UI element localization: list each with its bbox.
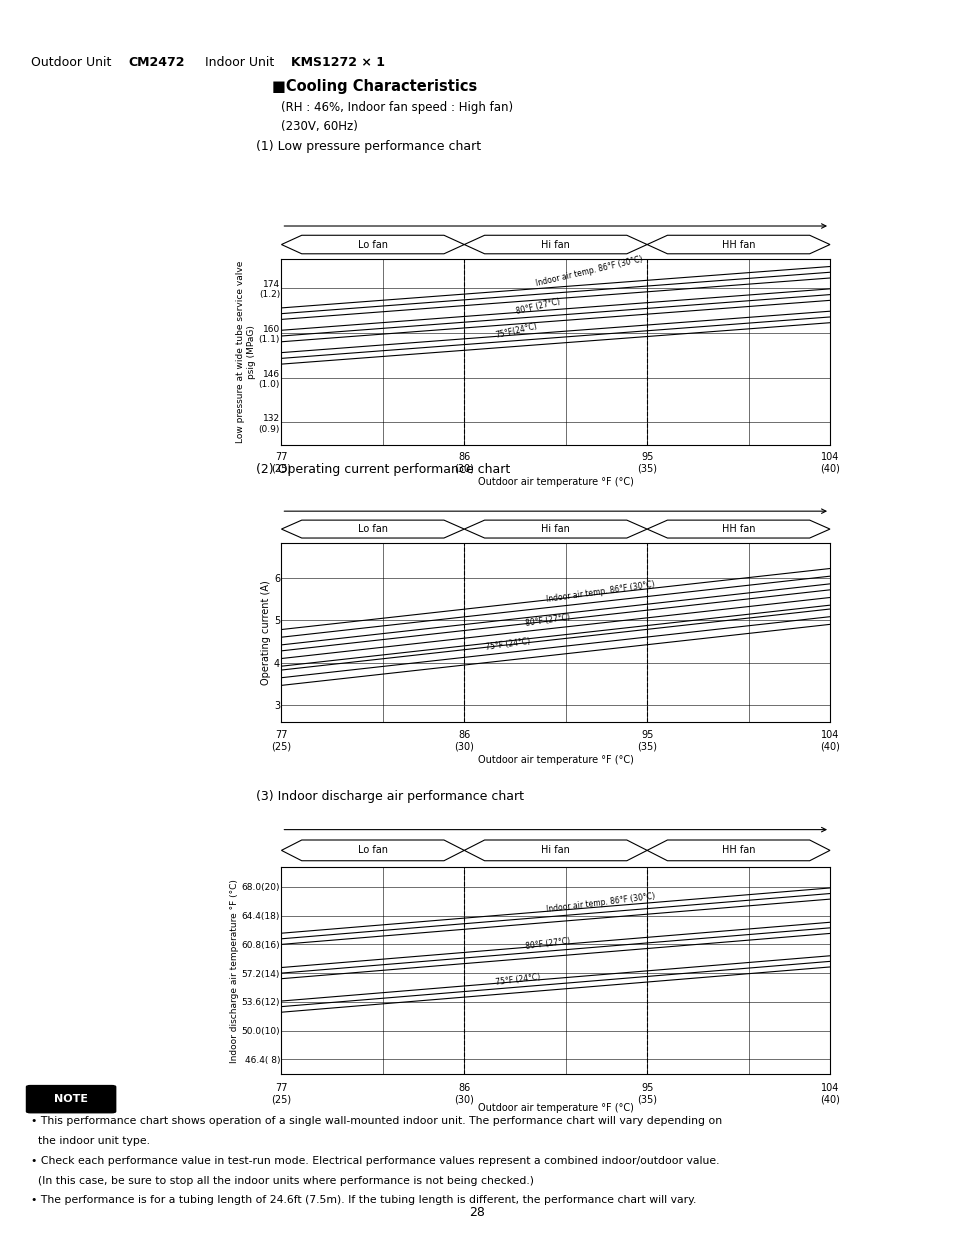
Text: 80°F (27°C): 80°F (27°C) [525,614,571,629]
Text: 77
(25): 77 (25) [271,1083,292,1104]
Text: Indoor Unit: Indoor Unit [205,56,274,69]
Text: Indoor air temp. 86°F (30°C): Indoor air temp. 86°F (30°C) [545,892,655,914]
Text: 95
(35): 95 (35) [637,452,657,473]
Text: 104
(40): 104 (40) [820,1083,839,1104]
Text: Outdoor air temperature °F (°C): Outdoor air temperature °F (°C) [477,755,633,764]
Text: Hi fan: Hi fan [540,240,570,249]
Text: Lo fan: Lo fan [357,846,388,856]
Text: Lo fan: Lo fan [357,240,388,249]
Text: 95
(35): 95 (35) [637,1083,657,1104]
Text: HH fan: HH fan [721,240,755,249]
Text: Lo fan: Lo fan [357,524,388,534]
Text: KMS1272 × 1: KMS1272 × 1 [291,56,385,69]
Text: (2) Operating current performance chart: (2) Operating current performance chart [255,463,510,477]
Text: HH fan: HH fan [721,524,755,534]
Polygon shape [646,840,829,861]
FancyBboxPatch shape [27,1086,115,1113]
Text: Hi fan: Hi fan [540,524,570,534]
Polygon shape [464,235,646,253]
Text: 104
(40): 104 (40) [820,452,839,473]
Text: 95
(35): 95 (35) [637,730,657,751]
Text: (230V, 60Hz): (230V, 60Hz) [281,120,358,133]
Text: Outdoor air temperature °F (°C): Outdoor air temperature °F (°C) [477,1104,633,1114]
Text: Indoor air temp. 86°F (30°C): Indoor air temp. 86°F (30°C) [545,579,655,604]
Text: • Check each performance value in test-run mode. Electrical performance values r: • Check each performance value in test-r… [30,1156,719,1166]
Polygon shape [464,840,646,861]
Y-axis label: Operating current (A): Operating current (A) [261,580,271,685]
Text: ■Cooling Characteristics: ■Cooling Characteristics [272,79,476,94]
Text: 75°F(24°C): 75°F(24°C) [495,321,537,340]
Polygon shape [464,520,646,538]
Text: 28: 28 [469,1205,484,1219]
Text: 75°F (24°C): 75°F (24°C) [484,637,530,652]
Text: 104
(40): 104 (40) [820,730,839,751]
Polygon shape [281,840,464,861]
Text: 86
(30): 86 (30) [454,452,474,473]
Text: Outdoor air temperature °F (°C): Outdoor air temperature °F (°C) [477,477,633,487]
Text: 77
(25): 77 (25) [271,730,292,751]
Text: (RH : 46%, Indoor fan speed : High fan): (RH : 46%, Indoor fan speed : High fan) [281,101,513,115]
Text: Outdoor Unit: Outdoor Unit [30,56,111,69]
Y-axis label: Indoor discharge air temperature °F (°C): Indoor discharge air temperature °F (°C) [230,879,238,1062]
Text: (1) Low pressure performance chart: (1) Low pressure performance chart [255,140,480,153]
Polygon shape [281,520,464,538]
Polygon shape [646,235,829,253]
Text: (3) Indoor discharge air performance chart: (3) Indoor discharge air performance cha… [255,790,523,804]
Polygon shape [646,520,829,538]
Text: (In this case, be sure to stop all the indoor units where performance is not bei: (In this case, be sure to stop all the i… [30,1176,533,1186]
Text: 77
(25): 77 (25) [271,452,292,473]
Text: Indoor air temp. 86°F (30°C): Indoor air temp. 86°F (30°C) [535,254,643,288]
Text: • The performance is for a tubing length of 24.6ft (7.5m). If the tubing length : • The performance is for a tubing length… [30,1195,695,1205]
Text: 86
(30): 86 (30) [454,1083,474,1104]
Text: CM2472: CM2472 [129,56,185,69]
Polygon shape [281,235,464,253]
Text: Hi fan: Hi fan [540,846,570,856]
Text: 80°F (27°C): 80°F (27°C) [515,296,560,316]
Text: 80°F (27°C): 80°F (27°C) [525,936,571,951]
Text: 75°F (24°C): 75°F (24°C) [495,972,540,987]
Text: the indoor unit type.: the indoor unit type. [30,1136,150,1146]
Text: • This performance chart shows operation of a single wall-mounted indoor unit. T: • This performance chart shows operation… [30,1116,720,1126]
Text: HH fan: HH fan [721,846,755,856]
Text: NOTE: NOTE [54,1094,88,1104]
Text: 86
(30): 86 (30) [454,730,474,751]
Y-axis label: Low pressure at wide tube service valve
psig (MPaG): Low pressure at wide tube service valve … [236,261,255,443]
